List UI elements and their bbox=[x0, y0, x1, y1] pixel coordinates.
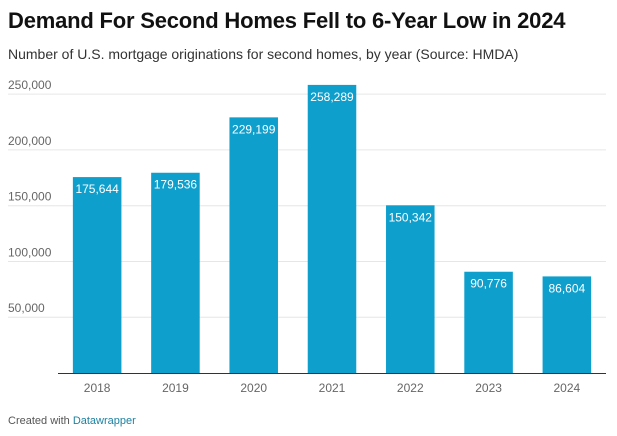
bar bbox=[151, 172, 200, 373]
data-label: 258,289 bbox=[310, 90, 354, 104]
x-tick-label: 2018 bbox=[84, 381, 111, 395]
bar bbox=[464, 271, 513, 373]
bar bbox=[307, 84, 357, 374]
chart-title: Demand For Second Homes Fell to 6-Year L… bbox=[8, 8, 566, 33]
x-tick-label: 2023 bbox=[475, 381, 502, 395]
x-tick-label: 2024 bbox=[554, 381, 581, 395]
x-tick-label: 2020 bbox=[240, 381, 267, 395]
footer-prefix: Created with bbox=[8, 415, 73, 427]
bar bbox=[72, 177, 122, 373]
y-tick-label: 250,000 bbox=[8, 78, 52, 92]
data-label: 150,342 bbox=[389, 210, 433, 224]
data-label: 179,536 bbox=[154, 178, 198, 192]
data-label: 229,199 bbox=[232, 122, 276, 136]
y-axis-ticks: 50,000 100,000 150,000 200,000 250,000 bbox=[8, 78, 52, 315]
x-tick-label: 2019 bbox=[162, 381, 189, 395]
bar bbox=[542, 276, 592, 373]
y-tick-label: 150,000 bbox=[8, 190, 52, 204]
data-label: 90,776 bbox=[470, 277, 507, 291]
y-tick-label: 50,000 bbox=[8, 301, 45, 315]
x-axis-ticks: 2018 2019 2020 2021 2022 2023 2024 bbox=[58, 373, 606, 395]
x-tick-label: 2021 bbox=[319, 381, 346, 395]
datawrapper-link[interactable]: Datawrapper bbox=[72, 415, 136, 427]
bar bbox=[229, 117, 278, 373]
bars bbox=[72, 84, 592, 374]
data-label: 175,644 bbox=[75, 182, 119, 196]
x-tick-label: 2022 bbox=[397, 381, 424, 395]
bar bbox=[386, 205, 435, 373]
data-label: 86,604 bbox=[549, 281, 586, 295]
chart-subtitle: Number of U.S. mortgage originations for… bbox=[8, 46, 519, 62]
y-tick-label: 100,000 bbox=[8, 245, 52, 259]
y-tick-label: 200,000 bbox=[8, 134, 52, 148]
data-labels: 175,644 179,536 229,199 258,289 150,342 90,77… bbox=[75, 90, 585, 295]
bar-chart: 50,000 100,000 150,000 200,000 250,000 175,6… bbox=[8, 78, 606, 395]
footer-credit: Created with Datawrapper bbox=[8, 415, 136, 427]
